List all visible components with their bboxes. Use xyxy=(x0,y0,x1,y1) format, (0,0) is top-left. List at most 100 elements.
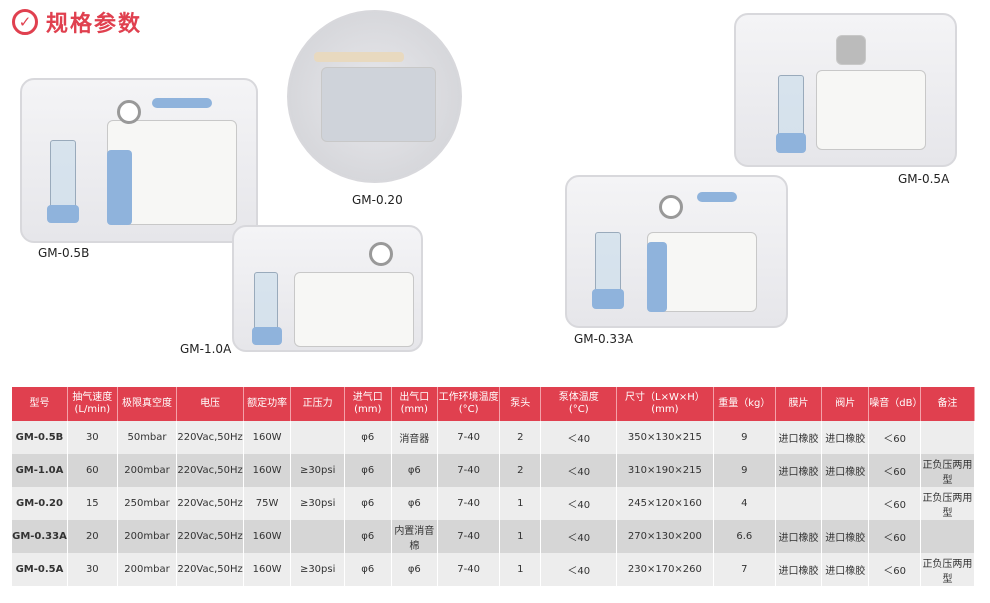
table-cell: 350×130×215 xyxy=(616,421,714,454)
table-cell: 270×130×200 xyxy=(616,520,714,553)
product-image-gm-0-33a xyxy=(565,175,788,328)
table-cell xyxy=(290,520,345,553)
table-cell: ≥30psi xyxy=(290,487,345,520)
table-cell: ＜60 xyxy=(868,487,921,520)
table-cell: ≥30psi xyxy=(290,553,345,586)
column-header: 出气口 (mm) xyxy=(391,387,439,421)
table-cell: ＜40 xyxy=(540,553,618,586)
column-header: 电压 xyxy=(176,387,244,421)
table-cell: 7-40 xyxy=(437,520,501,553)
table-cell: GM-0.33A xyxy=(12,520,68,553)
column-header: 噪音（dB） xyxy=(868,387,923,421)
table-cell: 2 xyxy=(499,454,542,487)
column-header: 工作环境温度 (°C) xyxy=(437,387,501,421)
table-row: GM-0.33A 20 200mbar 220Vac,50Hz 160W φ6 内置消音棉 7… xyxy=(12,520,976,553)
table-cell: 7-40 xyxy=(437,454,501,487)
table-cell: 60 xyxy=(67,454,118,487)
product-image-gm-1-0a xyxy=(232,225,423,352)
table-cell: 7 xyxy=(713,553,776,586)
table-cell: 正负压两用型 xyxy=(920,487,976,520)
section-title: ✓ 规格参数 xyxy=(12,6,142,38)
table-cell: 160W xyxy=(243,553,292,586)
product-image-gm-0-5a xyxy=(734,13,957,167)
table-cell: 进口橡胶 xyxy=(775,454,823,487)
table-cell: 7-40 xyxy=(437,553,501,586)
table-cell: GM-0.5A xyxy=(12,553,68,586)
table-cell: 15 xyxy=(67,487,118,520)
table-row: GM-0.20 15 250mbar 220Vac,50Hz 75W ≥30psi φ6 φ6… xyxy=(12,487,976,520)
column-header: 抽气速度 (L/min) xyxy=(67,387,118,421)
table-cell: 220Vac,50Hz xyxy=(176,520,244,553)
table-cell: 正负压两用型 xyxy=(920,553,976,586)
table-cell: φ6 xyxy=(344,553,392,586)
column-header: 阀片 xyxy=(821,387,870,421)
table-cell: 进口橡胶 xyxy=(775,553,823,586)
table-cell: 进口橡胶 xyxy=(821,454,870,487)
table-cell: 200mbar xyxy=(117,520,178,553)
table-cell: 4 xyxy=(713,487,776,520)
table-cell: GM-0.20 xyxy=(12,487,68,520)
table-cell: 20 xyxy=(67,520,118,553)
column-header: 正压力 xyxy=(290,387,345,421)
table-cell: ＜60 xyxy=(868,553,921,586)
table-cell: ＜40 xyxy=(540,520,618,553)
table-cell: 7-40 xyxy=(437,487,501,520)
table-cell: 9 xyxy=(713,421,776,454)
column-header: 膜片 xyxy=(775,387,823,421)
table-cell: ＜40 xyxy=(540,454,618,487)
check-circle-icon: ✓ xyxy=(12,9,38,35)
table-cell: 220Vac,50Hz xyxy=(176,454,244,487)
product-label: GM-0.5A xyxy=(898,172,950,186)
table-cell: 1 xyxy=(499,520,542,553)
table-cell xyxy=(290,421,345,454)
table-cell: 6.6 xyxy=(713,520,776,553)
table-cell: 220Vac,50Hz xyxy=(176,421,244,454)
table-cell: 消音器 xyxy=(391,421,439,454)
table-cell: ＜60 xyxy=(868,520,921,553)
table-cell: 220Vac,50Hz xyxy=(176,487,244,520)
table-cell: ＜60 xyxy=(868,454,921,487)
table-cell: φ6 xyxy=(391,553,439,586)
table-cell: 30 xyxy=(67,553,118,586)
table-cell: ≥30psi xyxy=(290,454,345,487)
page-title: 规格参数 xyxy=(46,12,143,37)
table-cell: 1 xyxy=(499,553,542,586)
table-cell: 160W xyxy=(243,421,292,454)
table-row: GM-0.5A 30 200mbar 220Vac,50Hz 160W ≥30psi φ6 φ… xyxy=(12,553,976,586)
table-cell: 230×170×260 xyxy=(616,553,714,586)
table-cell: 进口橡胶 xyxy=(821,520,870,553)
column-header: 型号 xyxy=(12,387,68,421)
table-cell: φ6 xyxy=(344,454,392,487)
table-cell: GM-1.0A xyxy=(12,454,68,487)
table-cell: 160W xyxy=(243,454,292,487)
table-cell: 1 xyxy=(499,487,542,520)
column-header: 泵体温度 (°C) xyxy=(540,387,618,421)
table-cell: 245×120×160 xyxy=(616,487,714,520)
column-header: 备注 xyxy=(920,387,976,421)
product-image-gm-0-5b xyxy=(20,78,258,243)
table-header: 型号 抽气速度 (L/min) 极限真空度 电压 额定功率 正压力 进气口 (mm) 出气口 … xyxy=(12,387,976,421)
table-cell: ＜40 xyxy=(540,487,618,520)
table-cell: 200mbar xyxy=(117,454,178,487)
table-cell: φ6 xyxy=(344,487,392,520)
column-header: 泵头 xyxy=(499,387,542,421)
table-cell xyxy=(920,421,976,454)
spec-table: 型号 抽气速度 (L/min) 极限真空度 电压 额定功率 正压力 进气口 (mm) 出气口 … xyxy=(12,387,976,586)
table-cell: GM-0.5B xyxy=(12,421,68,454)
column-header: 重量（kg） xyxy=(713,387,776,421)
table-row: GM-0.5B 30 50mbar 220Vac,50Hz 160W φ6 消音器 7-40 2… xyxy=(12,421,976,454)
table-cell: 310×190×215 xyxy=(616,454,714,487)
table-cell: 正负压两用型 xyxy=(920,454,976,487)
table-cell: ＜40 xyxy=(540,421,618,454)
table-cell: 220Vac,50Hz xyxy=(176,553,244,586)
table-cell: 进口橡胶 xyxy=(775,421,823,454)
table-cell: φ6 xyxy=(344,520,392,553)
table-cell: 200mbar xyxy=(117,553,178,586)
table-cell: φ6 xyxy=(391,487,439,520)
table-cell: 75W xyxy=(243,487,292,520)
column-header: 进气口 (mm) xyxy=(344,387,392,421)
table-cell: 进口橡胶 xyxy=(821,553,870,586)
column-header: 极限真空度 xyxy=(117,387,178,421)
product-label: GM-0.20 xyxy=(352,193,403,207)
table-cell: 进口橡胶 xyxy=(775,520,823,553)
